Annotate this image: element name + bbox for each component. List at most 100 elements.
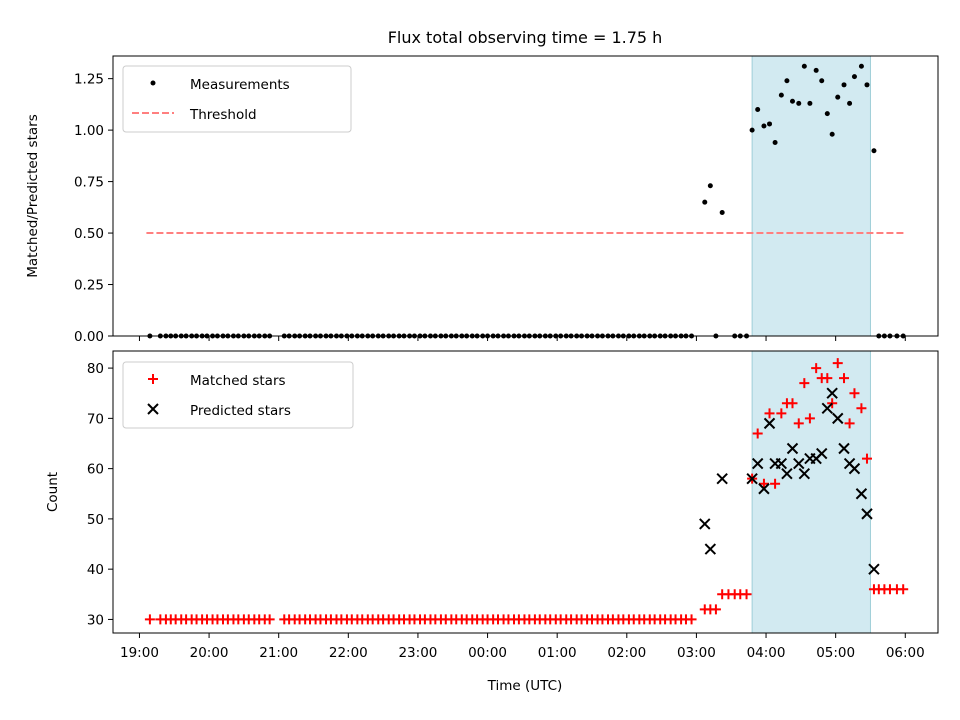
count-legend-box: [122, 361, 354, 429]
x-tick-label: 23:00: [398, 645, 437, 661]
observing-window-shade-bottom: [751, 350, 871, 634]
measurement-point: [841, 82, 847, 88]
count-panel: 30 40 50 60 70 80 19:00 20:00 21:00 22:00 23:00 00…: [45, 350, 939, 694]
matched-star-point: [710, 604, 721, 615]
measurement-point: [835, 94, 841, 100]
ratio-y-tick-label: 0.00: [74, 329, 104, 345]
matched-star-point: [787, 398, 798, 409]
measurement-point: [858, 63, 864, 69]
legend-measurements-label: Measurements: [190, 77, 290, 93]
predicted-star-point: [793, 457, 805, 470]
measurement-point: [755, 107, 761, 113]
measurement-point: [789, 98, 795, 104]
count-points: [144, 358, 909, 625]
measurement-point: [801, 63, 807, 69]
count-y-tick-label: 30: [87, 612, 104, 628]
x-tick-label: 03:00: [677, 645, 716, 661]
matched-star-point: [752, 428, 763, 439]
predicted-star-point: [716, 472, 728, 485]
x-tick-label: 04:00: [747, 645, 786, 661]
predicted-star-point: [821, 402, 834, 415]
ratio-y-tick-label: 1.00: [74, 123, 104, 139]
matched-star-point: [776, 408, 787, 419]
measurement-point: [796, 100, 802, 106]
predicted-star-point: [798, 467, 811, 480]
matched-star-point: [811, 363, 822, 374]
matched-star-point: [861, 453, 872, 464]
measurement-point: [807, 100, 813, 106]
predicted-star-point: [751, 457, 764, 470]
predicted-star-point: [848, 462, 861, 475]
ratio-x-ticks: [138, 336, 906, 341]
ratio-y-axis-label: Matched/Predicted stars: [25, 114, 41, 277]
x-axis-label: Time (UTC): [487, 678, 563, 694]
legend-threshold-label: Threshold: [189, 107, 257, 123]
legend-predicted-marker: [147, 403, 159, 415]
matched-star-point: [144, 614, 155, 625]
legend-measurement-marker: [150, 80, 156, 86]
legend-predicted-label: Predicted stars: [190, 403, 291, 419]
ratio-legend-box: [122, 65, 352, 133]
measurement-point: [864, 82, 870, 88]
measurement-point: [819, 78, 825, 84]
predicted-star-point: [786, 442, 799, 455]
x-tick-label: 05:00: [816, 645, 855, 661]
measurement-point: [829, 131, 835, 137]
count-y-tick-label: 60: [87, 462, 104, 478]
measurement-point: [749, 127, 755, 133]
matched-star-point: [758, 478, 769, 489]
count-x-ticks: 19:00 20:00 21:00 22:00 23:00 00:00 01:00 02:00…: [120, 633, 925, 661]
predicted-star-point: [826, 387, 838, 399]
predicted-star-point: [704, 543, 717, 555]
ratio-y-tick-label: 0.25: [74, 278, 104, 294]
matched-star-point: [898, 584, 909, 595]
measurement-point: [813, 67, 819, 73]
matched-star-point: [799, 378, 810, 389]
count-y-tick-label: 70: [87, 411, 104, 427]
matched-star-point: [770, 478, 781, 489]
ratio-panel: 0.00 0.25 0.50 0.75 1.00 1.25 Matched/Predict…: [25, 55, 939, 345]
ratio-legend: Measurements Threshold: [122, 65, 352, 133]
predicted-star-point: [758, 483, 770, 495]
predicted-star-point: [838, 442, 850, 455]
observing-window-shade-top: [751, 55, 871, 337]
matched-star-point: [741, 589, 752, 600]
matched-star-point: [822, 373, 833, 384]
x-tick-label: 01:00: [538, 645, 577, 661]
x-tick-label: 19:00: [120, 645, 159, 661]
predicted-star-point: [781, 467, 793, 480]
matched-star-point: [764, 408, 775, 419]
measurement-point: [719, 209, 725, 215]
measurement-point: [702, 199, 708, 205]
count-y-ticks: 30 40 50 60 70 80: [87, 361, 113, 628]
measurement-point: [871, 148, 877, 154]
x-tick-label: 02:00: [607, 645, 646, 661]
measurement-point: [824, 111, 830, 117]
predicted-star-point: [861, 508, 873, 520]
count-y-tick-label: 40: [87, 562, 104, 578]
x-tick-label: 06:00: [886, 645, 925, 661]
measurement-point: [772, 139, 778, 145]
matched-star-point: [839, 373, 850, 384]
ratio-y-tick-label: 0.75: [74, 175, 104, 191]
predicted-star-point: [775, 457, 788, 470]
matched-star-point: [832, 358, 843, 369]
predicted-star-point: [832, 412, 844, 425]
matched-star-point: [844, 418, 855, 429]
matched-star-point: [856, 403, 867, 414]
ratio-y-tick-label: 1.25: [74, 72, 104, 88]
measurement-point: [847, 100, 853, 106]
x-tick-label: 22:00: [329, 645, 368, 661]
predicted-star-point: [868, 563, 880, 575]
count-axes-frame: [112, 350, 939, 634]
count-legend: Matched stars Predicted stars: [122, 361, 354, 429]
measurement-point: [707, 183, 713, 189]
x-tick-label: 21:00: [259, 645, 298, 661]
legend-matched-marker: [148, 374, 158, 384]
x-tick-label: 00:00: [468, 645, 507, 661]
measurement-point: [784, 78, 790, 84]
count-y-axis-label: Count: [45, 472, 61, 512]
measurement-point: [851, 74, 857, 80]
ratio-y-tick-label: 0.50: [74, 226, 104, 242]
